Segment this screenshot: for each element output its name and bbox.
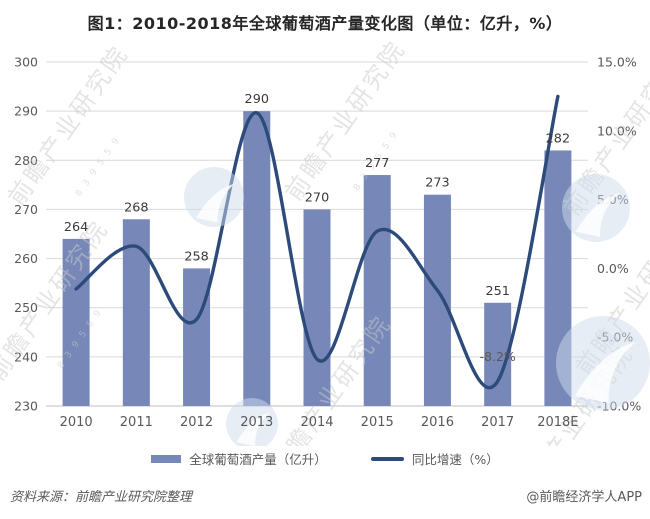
bar-value-label: 273 <box>425 176 449 191</box>
watermark-logo <box>184 167 244 227</box>
bar-value-label: 268 <box>124 200 148 215</box>
footer: 资料来源：前瞻产业研究院整理 @前瞻经济学人APP <box>0 486 650 505</box>
legend-label-production: 全球葡萄酒产量（亿升） <box>189 452 327 467</box>
bar-2011 <box>122 219 150 406</box>
line-series-swatch <box>370 456 404 461</box>
bar-2016 <box>423 194 451 406</box>
left-axis-tick-label: 260 <box>14 251 38 266</box>
year-label-2016: 2016 <box>421 415 454 430</box>
watermark-logo <box>562 174 630 242</box>
year-label-2017: 2017 <box>481 415 514 430</box>
watermark-logo <box>226 398 278 446</box>
left-axis-tick-label: 300 <box>14 55 38 70</box>
bar-value-label: 264 <box>64 220 88 235</box>
left-axis-tick-label: 230 <box>14 399 38 414</box>
year-label-2013: 2013 <box>240 415 273 430</box>
left-axis-tick-label: 280 <box>14 153 38 168</box>
year-label-2012: 2012 <box>180 415 213 430</box>
growth-point-label: -8.2% <box>480 349 516 364</box>
credit-note: @前瞻经济学人APP <box>526 490 642 505</box>
left-axis-tick-label: 290 <box>14 104 38 119</box>
left-axis-tick-label: 270 <box>14 202 38 217</box>
year-label-2010: 2010 <box>60 415 93 430</box>
legend-label-growth: 同比增速（%） <box>411 452 499 467</box>
bar-2013 <box>243 111 271 407</box>
bar-value-label: 277 <box>365 156 389 171</box>
bar-value-label: 258 <box>184 249 208 264</box>
growth-line <box>74 94 560 390</box>
watermark-logo <box>556 316 650 410</box>
year-label-2014: 2014 <box>300 415 333 430</box>
year-label-2015: 2015 <box>361 415 394 430</box>
bar-2012 <box>183 268 211 406</box>
left-axis-tick-label: 240 <box>14 349 38 364</box>
bar-value-label: 251 <box>485 284 509 299</box>
watermark-text: 前瞻产业研究院 <box>280 35 411 206</box>
bar-value-label: 270 <box>305 190 329 205</box>
year-label-2018E: 2018E <box>537 415 578 430</box>
left-axis-tick-label: 250 <box>14 300 38 315</box>
legend-item-growth: 同比增速（%） <box>370 449 499 468</box>
year-label-2011: 2011 <box>120 415 153 430</box>
right-axis-tick-label: 10.0% <box>597 123 637 138</box>
bar-2014 <box>303 209 331 406</box>
chart-title: 图1：2010-2018年全球葡萄酒产量变化图（单位：亿升，%） <box>87 14 563 33</box>
chart-canvas: 30029028027026025024023015.0%10.0%5.0%0.… <box>0 35 650 446</box>
bar-2010 <box>62 238 90 406</box>
bar-value-label: 282 <box>546 131 570 146</box>
right-axis-tick-label: 15.0% <box>597 55 637 70</box>
legend-item-production: 全球葡萄酒产量（亿升） <box>151 449 327 468</box>
right-axis-tick-label: 0.0% <box>597 261 629 276</box>
bar-series-swatch <box>151 454 182 463</box>
chart-legend: 全球葡萄酒产量（亿升） 同比增速（%） <box>0 449 650 468</box>
bar-2015 <box>363 175 391 406</box>
source-note: 资料来源：前瞻产业研究院整理 <box>10 490 193 505</box>
watermark-digits: 8 3 9 5 5 9 <box>74 135 123 199</box>
bar-value-label: 290 <box>245 92 269 107</box>
